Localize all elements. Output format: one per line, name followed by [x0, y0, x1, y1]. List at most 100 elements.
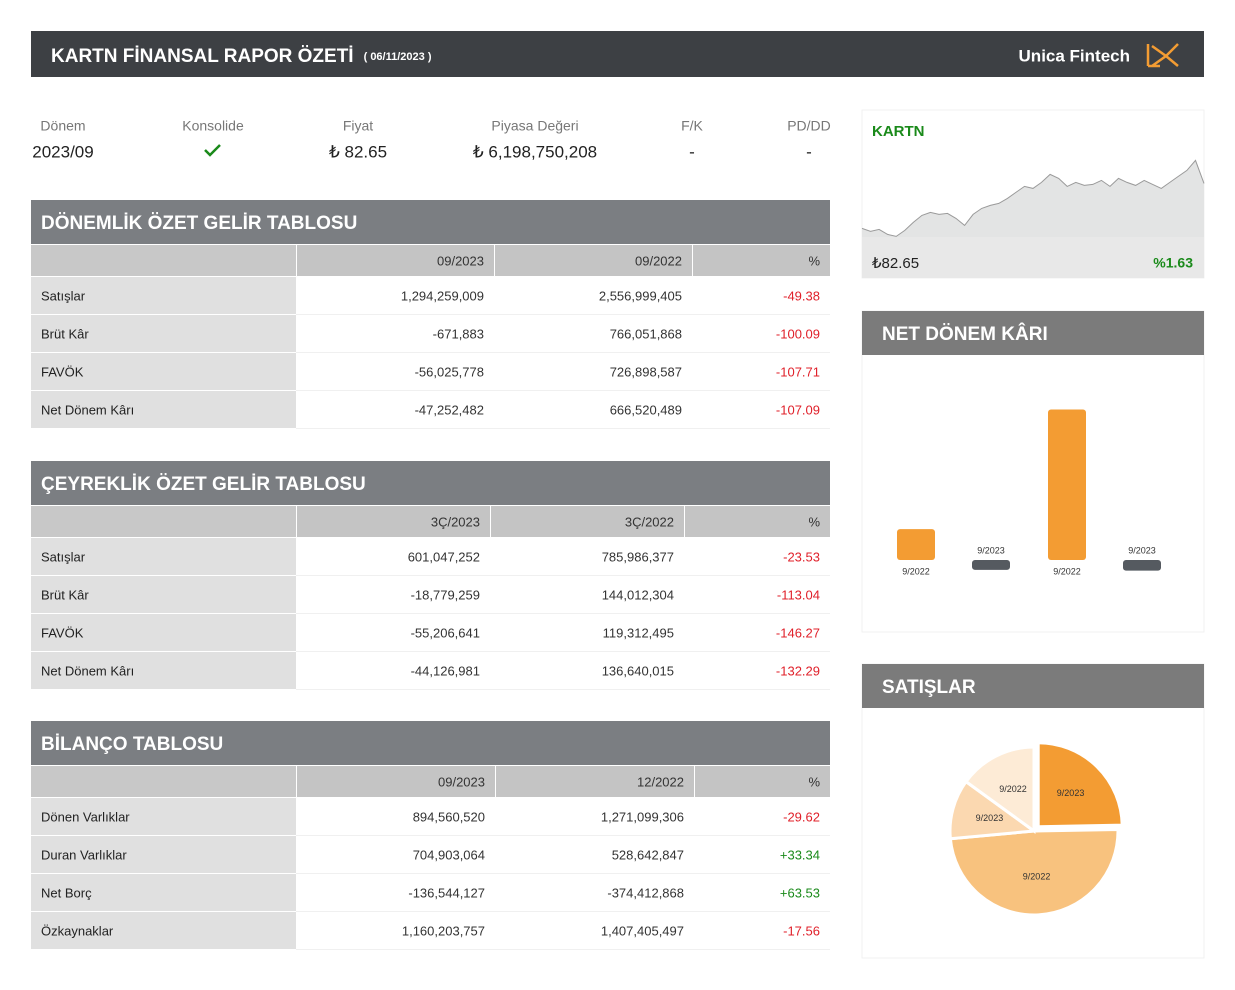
bar: [897, 529, 935, 560]
cell-value: 766,051,868: [610, 326, 682, 341]
ticker: KARTN: [872, 123, 925, 140]
price-footer: [862, 237, 1204, 278]
brand: Unica Fintech: [1019, 46, 1130, 65]
price-area: [862, 160, 1204, 237]
bar-label: 9/2023: [1128, 545, 1156, 555]
percent-change: -146.27: [776, 625, 820, 640]
row-label-cell: [31, 912, 296, 949]
row-cell: [296, 576, 830, 613]
header-cell: [685, 506, 830, 537]
pie-slice: [963, 745, 1036, 834]
percent-change: +63.53: [780, 885, 820, 900]
bar-panel: [861, 310, 1205, 633]
column-header: %: [808, 514, 820, 529]
cell-value: 2,556,999,405: [599, 288, 682, 303]
cell-value: 1,294,259,009: [401, 288, 484, 303]
pie-label: 9/2023: [1057, 788, 1085, 798]
cell-value: -136,544,127: [408, 885, 485, 900]
bar-label: 9/2023: [977, 545, 1005, 555]
bar: [972, 559, 1010, 570]
header-cell: [297, 506, 490, 537]
column-header: %: [808, 774, 820, 789]
cell-value: 726,898,587: [610, 364, 682, 379]
row-cell: [296, 836, 830, 873]
row-label: Satışlar: [41, 549, 86, 564]
cell-value: -55,206,641: [411, 625, 480, 640]
pie-label: 9/2023: [976, 813, 1004, 823]
cell-value: 785,986,377: [602, 549, 674, 564]
header-cell: [31, 766, 296, 797]
price-line: [861, 159, 1205, 237]
percent-change: -100.09: [776, 326, 820, 341]
row-label: FAVÖK: [41, 625, 84, 640]
cell-value: 666,520,489: [610, 402, 682, 417]
cell-value: 144,012,304: [602, 587, 674, 602]
row-label-cell: [31, 874, 296, 911]
row-label: Satışlar: [41, 288, 86, 303]
column-header: 3Ç/2023: [431, 514, 480, 529]
pie-slice: [1036, 741, 1124, 829]
pie-slice: [948, 827, 1120, 917]
percent-change: -23.53: [783, 549, 820, 564]
cell-value: 1,271,099,306: [601, 809, 684, 824]
column-header: 3Ç/2022: [625, 514, 674, 529]
cell-value: 136,640,015: [602, 663, 674, 678]
cell-value: 704,903,064: [413, 847, 485, 862]
row-label-cell: [31, 315, 296, 352]
column-header: 09/2023: [438, 774, 485, 789]
row-cell: [296, 277, 830, 314]
pie-label: 9/2022: [999, 784, 1027, 794]
row-cell: [296, 912, 830, 949]
column-header: 09/2022: [635, 253, 682, 268]
pie-label: 9/2022: [1023, 872, 1051, 882]
cell-value: -56,025,778: [415, 364, 484, 379]
bar-label: 9/2022: [902, 566, 930, 576]
row-cell: [296, 538, 830, 575]
last-price: ₺82.65: [872, 255, 919, 272]
row-label-cell: [31, 836, 296, 873]
row-cell: [296, 652, 830, 689]
row-label-cell: [31, 391, 296, 428]
row-label: Dönen Varlıklar: [41, 809, 130, 824]
summary-label: Piyasa Değeri: [491, 118, 578, 134]
table-title: DÖNEMLİK ÖZET GELİR TABLOSU: [41, 213, 357, 234]
table-title-bar: [31, 461, 830, 505]
percent-change: -107.71: [776, 364, 820, 379]
header-cell: [31, 245, 296, 276]
header-cell: [297, 766, 495, 797]
percent-change: -107.09: [776, 402, 820, 417]
cell-value: -671,883: [433, 326, 484, 341]
header-cell: [695, 766, 830, 797]
summary-label: PD/DD: [787, 118, 831, 134]
row-label-cell: [31, 576, 296, 613]
row-label-cell: [31, 353, 296, 390]
row-label: Net Dönem Kârı: [41, 402, 134, 417]
header-bar: [31, 31, 1204, 77]
row-cell: [296, 391, 830, 428]
bar-panel-header: [862, 311, 1204, 355]
cell-value: -374,412,868: [607, 885, 684, 900]
summary-label: Konsolide: [182, 118, 244, 134]
cell-value: 1,407,405,497: [601, 923, 684, 938]
summary-label: Dönem: [40, 118, 85, 134]
bar: [1048, 409, 1086, 560]
header-cell: [496, 766, 694, 797]
row-label-cell: [31, 277, 296, 314]
percent-change: -29.62: [783, 809, 820, 824]
row-label-cell: [31, 652, 296, 689]
percent-change: -132.29: [776, 663, 820, 678]
summary-label: Fiyat: [343, 118, 373, 134]
report-title: KARTN FİNANSAL RAPOR ÖZETİ: [51, 46, 354, 67]
check-icon: [204, 144, 221, 157]
row-cell: [296, 614, 830, 651]
summary-value: ₺ 82.65: [329, 142, 387, 161]
cell-value: 119,312,495: [603, 625, 674, 640]
summary-value: -: [806, 142, 812, 161]
column-header: %: [808, 253, 820, 268]
percent-change: -49.38: [783, 288, 820, 303]
report-date: ( 06/11/2023 ): [364, 51, 432, 63]
price-change: %1.63: [1153, 255, 1193, 271]
cell-value: -47,252,482: [415, 402, 484, 417]
